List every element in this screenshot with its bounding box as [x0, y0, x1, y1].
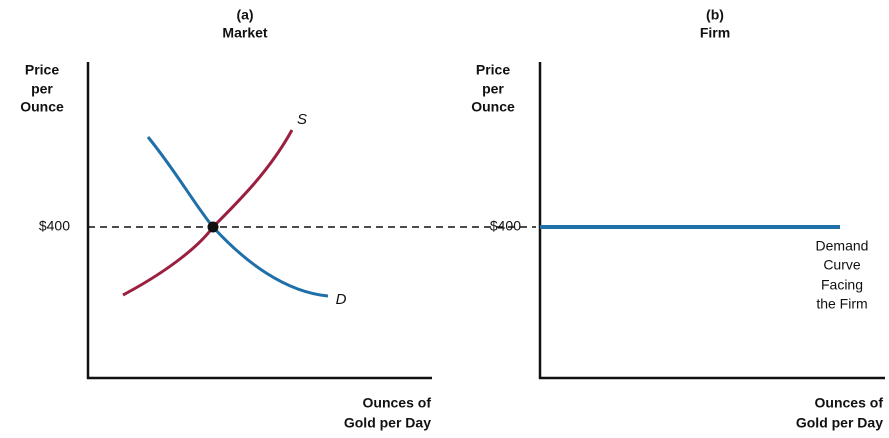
panel-label: (b)	[706, 7, 724, 23]
x-label: Gold per Day	[796, 415, 883, 431]
x-label: Ounces of	[815, 395, 884, 411]
x-label: Gold per Day	[344, 415, 431, 431]
demand-label: D	[336, 291, 347, 308]
demand-note: Demand	[816, 238, 869, 254]
supply-label: S	[297, 111, 307, 128]
demand-note: Facing	[821, 277, 863, 293]
y-label: per	[31, 81, 53, 97]
demand-note: Curve	[823, 257, 861, 273]
price-label: $400	[39, 218, 70, 234]
y-label: per	[482, 81, 504, 97]
equilibrium-point	[207, 221, 219, 233]
y-label: Ounce	[471, 99, 515, 115]
panel-title: Market	[222, 25, 267, 41]
panel-title: Firm	[700, 25, 730, 41]
supply-curve	[122, 129, 294, 297]
demand-curve	[146, 136, 329, 298]
y-label: Ounce	[20, 99, 64, 115]
demand-note: the Firm	[816, 296, 867, 312]
y-label: Price	[25, 62, 59, 78]
price-label: $400	[490, 218, 521, 234]
y-label: Price	[476, 62, 510, 78]
panel-label: (a)	[236, 7, 253, 23]
x-label: Ounces of	[363, 395, 432, 411]
